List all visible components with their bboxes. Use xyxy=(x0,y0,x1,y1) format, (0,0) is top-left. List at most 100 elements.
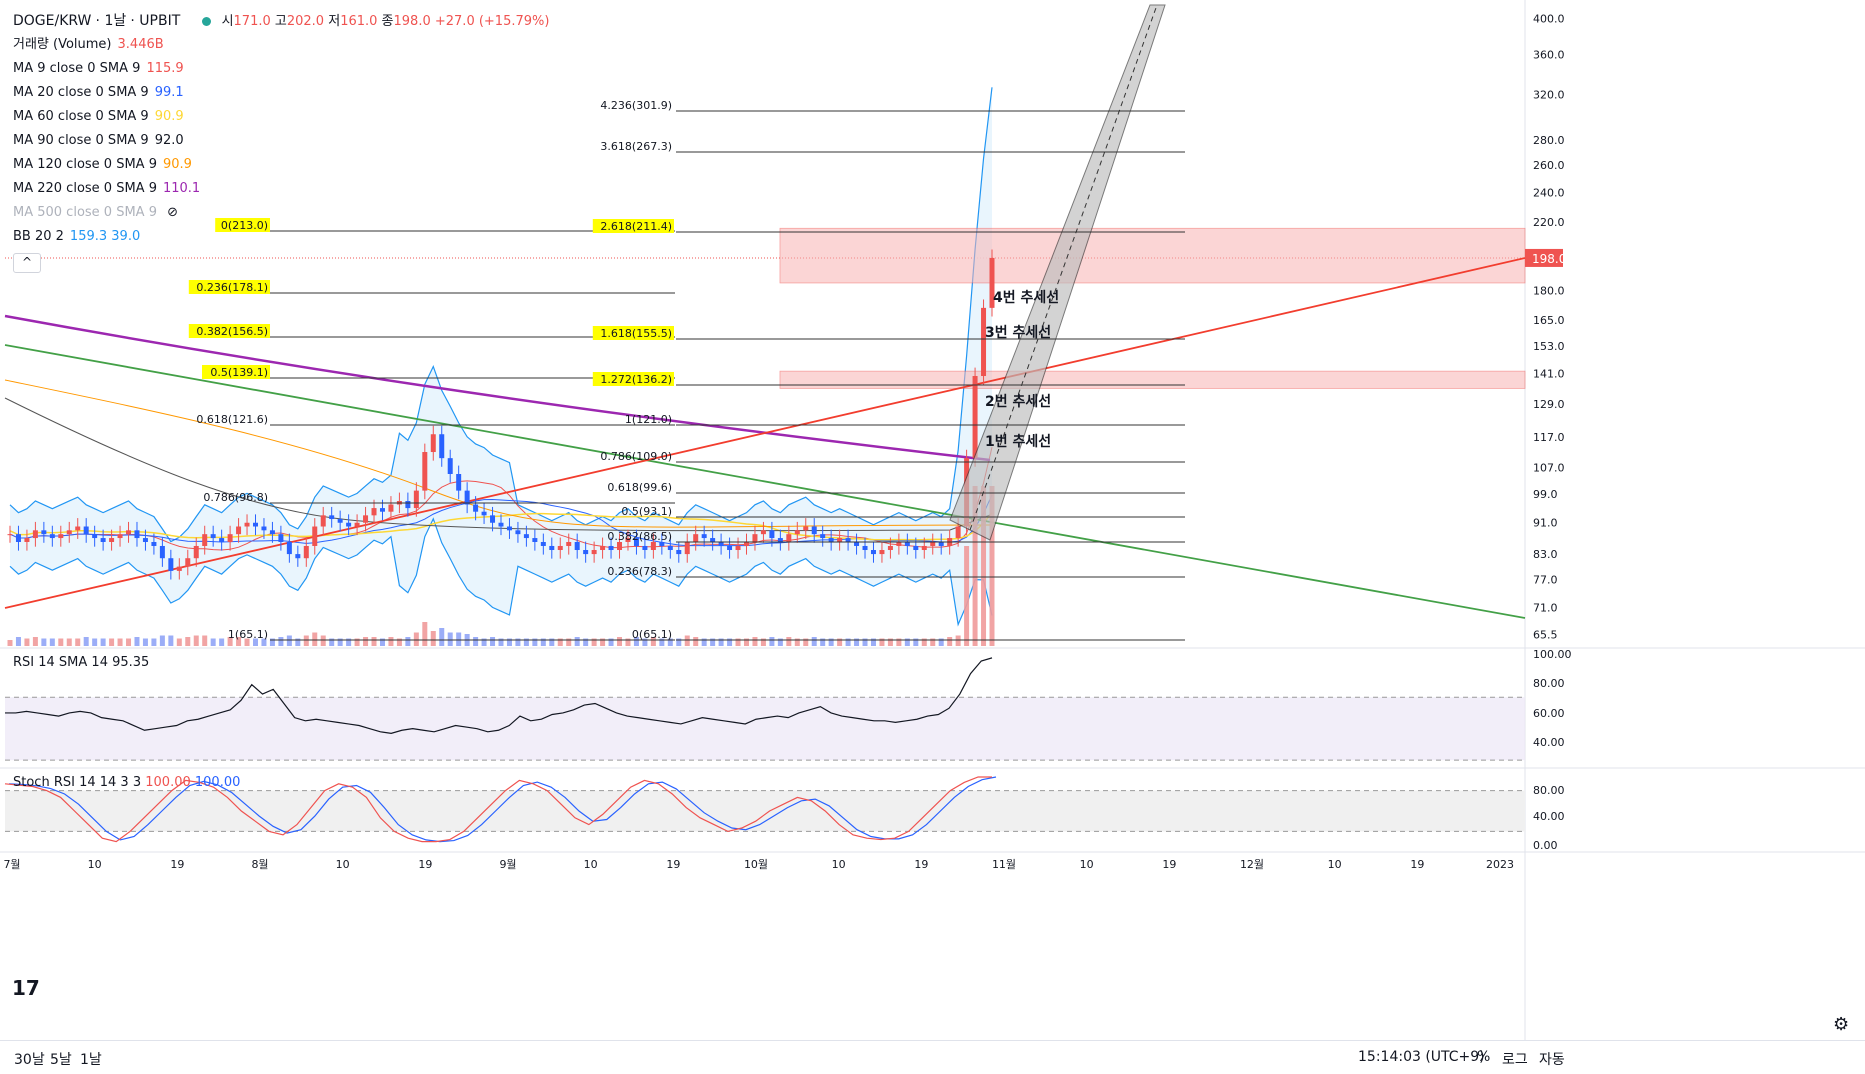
volume-bar xyxy=(363,637,369,646)
candle-body xyxy=(583,550,589,555)
time-tick-label: 10 xyxy=(1080,858,1094,871)
candle-body xyxy=(574,541,580,551)
time-tick-label: 19 xyxy=(914,858,928,871)
stoch-tick-label: 80.00 xyxy=(1533,784,1565,797)
candle-body xyxy=(506,526,512,531)
volume-bar xyxy=(498,638,504,646)
range-1d-button[interactable]: 1날 xyxy=(80,1052,102,1068)
stoch-band xyxy=(5,790,1525,832)
volume-bar xyxy=(337,638,343,646)
volume-bar xyxy=(379,638,385,646)
candle-body xyxy=(837,538,843,542)
volume-bar xyxy=(667,638,673,646)
volume-bar xyxy=(490,637,496,646)
volume-bar xyxy=(794,638,800,646)
fib-left-label: 0(213.0) xyxy=(221,219,268,232)
volume-bar xyxy=(227,637,233,646)
candle-body xyxy=(650,541,656,551)
candle-body xyxy=(769,530,775,539)
indicator-row[interactable]: MA 9 close 0 SMA 9 115.9 xyxy=(13,57,549,81)
fib-highlight xyxy=(188,324,270,338)
hidden-eye-icon[interactable]: ⊘ xyxy=(162,205,179,220)
clock[interactable]: 15:14:03 (UTC+9) xyxy=(1358,1049,1485,1065)
indicator-row[interactable]: MA 90 close 0 SMA 9 92.0 xyxy=(13,129,549,153)
rsi-tick-label: 80.00 xyxy=(1533,677,1565,690)
volume-bar xyxy=(320,635,326,646)
stoch-label[interactable]: Stoch RSI 14 14 3 3 xyxy=(13,775,142,790)
candle-body xyxy=(566,541,572,546)
candle-body xyxy=(667,545,673,551)
candle-body xyxy=(938,541,944,546)
price-tick-label: 99.0 xyxy=(1533,488,1558,501)
volume-bar xyxy=(803,638,809,646)
time-tick-label: 9월 xyxy=(499,858,516,871)
volume-bar xyxy=(684,635,690,646)
candle-body xyxy=(371,508,377,516)
trendline-red xyxy=(4,257,1526,609)
volume-bar xyxy=(439,628,445,646)
volume-bar xyxy=(930,638,936,646)
candle-body xyxy=(227,534,233,542)
candle-body xyxy=(312,526,318,546)
gear-icon[interactable]: ⚙ xyxy=(1833,1014,1850,1035)
fib-mid-label: 0.786(109.0) xyxy=(600,450,672,463)
tradingview-logo-icon[interactable]: 17 xyxy=(12,976,40,1000)
candle-body xyxy=(405,500,411,509)
candle-body xyxy=(320,515,326,527)
rsi-label[interactable]: RSI 14 SMA 14 xyxy=(13,655,108,670)
symbol-name[interactable]: DOGE/KRW xyxy=(13,13,92,29)
price-tick-label: 400.0 xyxy=(1533,12,1565,25)
indicator-row[interactable]: 거래량 (Volume) 3.446B xyxy=(13,33,549,57)
volume-bar xyxy=(303,635,309,646)
indicator-row[interactable]: BB 20 2 159.3 39.0 xyxy=(13,225,549,249)
auto-toggle[interactable]: 자동 xyxy=(1539,1052,1565,1068)
candle-body xyxy=(58,534,64,539)
candle-body xyxy=(100,538,106,542)
time-tick-label: 10 xyxy=(336,858,350,871)
range-30d-button[interactable]: 30날 xyxy=(14,1052,45,1068)
volume-bar xyxy=(295,638,301,646)
percent-toggle[interactable]: % xyxy=(1477,1049,1491,1065)
indicator-row[interactable]: MA 220 close 0 SMA 9 110.1 xyxy=(13,177,549,201)
exchange-label: UPBIT xyxy=(139,13,181,29)
time-tick-label: 10 xyxy=(1328,858,1342,871)
indicator-row[interactable]: MA 500 close 0 SMA 9 ⊘ xyxy=(13,201,549,225)
candle-body xyxy=(117,534,123,539)
indicator-row[interactable]: MA 120 close 0 SMA 9 90.9 xyxy=(13,153,549,177)
volume-bar xyxy=(532,638,538,646)
volume-bar xyxy=(566,638,572,646)
fib-ext-label: 3.618(267.3) xyxy=(600,140,672,153)
price-tick-label: 260.0 xyxy=(1533,159,1565,172)
volume-bar xyxy=(354,638,360,646)
candle-body xyxy=(253,522,258,527)
volume-bar xyxy=(625,638,631,646)
indicator-row[interactable]: MA 60 close 0 SMA 9 90.9 xyxy=(13,105,549,129)
volume-bar xyxy=(430,631,436,646)
candle-body xyxy=(295,554,301,559)
log-toggle[interactable]: 로그 xyxy=(1502,1052,1528,1068)
candle-body xyxy=(617,541,623,551)
volume-bar xyxy=(913,638,919,646)
fib-left-label: 0.236(178.1) xyxy=(196,281,268,294)
volume-bar xyxy=(58,638,64,646)
volume-bar xyxy=(371,637,377,646)
volume-bar xyxy=(126,638,132,646)
price-tick-label: 65.5 xyxy=(1533,629,1558,642)
range-5d-button[interactable]: 5날 xyxy=(50,1052,72,1068)
volume-bar xyxy=(396,638,402,646)
candle-body xyxy=(439,434,445,459)
interval-label[interactable]: 1날 xyxy=(104,13,127,29)
candle-body xyxy=(777,538,783,542)
volume-bar xyxy=(870,638,876,646)
indicator-row[interactable]: MA 20 close 0 SMA 9 99.1 xyxy=(13,81,549,105)
indicator-value: 159.3 39.0 xyxy=(69,229,141,244)
collapse-legend-button[interactable]: ^ xyxy=(13,253,41,273)
ohlc-low: 161.0 xyxy=(340,14,378,29)
candle-body xyxy=(887,545,893,551)
ma9-line xyxy=(9,447,993,551)
chart-canvas[interactable]: 400.0 360.0 320.0 280.0 260.0 240.0 220.0 198.0… xyxy=(0,0,1865,1040)
current-price-tag xyxy=(1525,248,1563,267)
candle-body xyxy=(337,519,343,523)
volume-bar xyxy=(278,637,284,646)
volume-bar xyxy=(236,637,242,646)
